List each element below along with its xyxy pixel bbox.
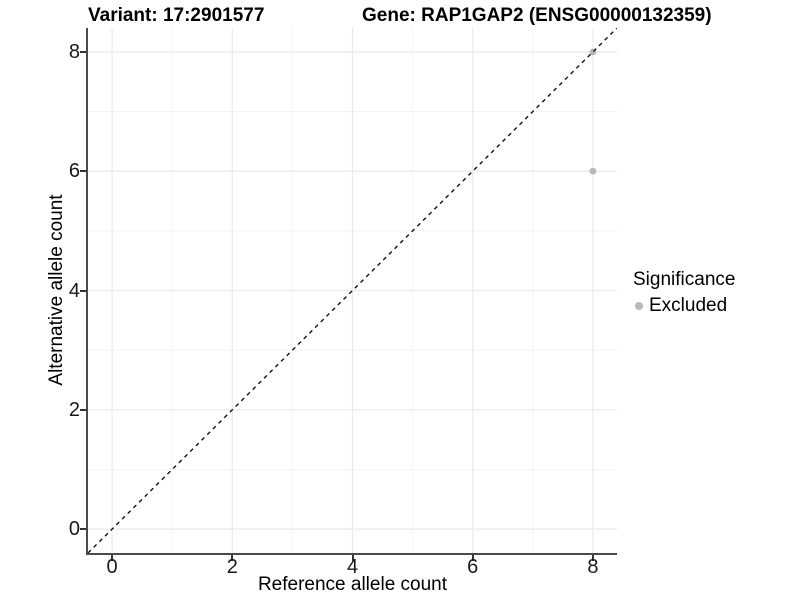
legend-entry-label: Excluded bbox=[649, 295, 728, 316]
y-tick-mark bbox=[80, 289, 86, 292]
legend-entry: Excluded bbox=[633, 295, 735, 317]
x-tick-mark bbox=[591, 555, 594, 561]
legend-key-dot-icon bbox=[635, 302, 643, 310]
x-tick-label: 6 bbox=[467, 556, 479, 578]
x-tick-mark bbox=[231, 555, 234, 561]
y-tick-mark bbox=[80, 170, 86, 173]
y-tick-label: 0 bbox=[68, 518, 80, 541]
legend-title: Significance bbox=[633, 269, 736, 290]
x-tick-label: 2 bbox=[226, 556, 238, 578]
x-tick-label: 4 bbox=[346, 556, 359, 578]
y-tick-label: 6 bbox=[68, 160, 80, 183]
y-axis-title: Alternative allele count bbox=[46, 194, 67, 386]
legend-entries: Excluded bbox=[633, 295, 735, 317]
gene-title: Gene: RAP1GAP2 (ENSG00000132359) bbox=[362, 5, 712, 26]
y-tick-label: 8 bbox=[68, 40, 80, 63]
x-tick-label: 0 bbox=[106, 556, 118, 578]
y-axis-line bbox=[86, 28, 88, 555]
x-axis-title: Reference allele count bbox=[257, 574, 448, 595]
x-axis-line bbox=[86, 553, 617, 555]
legend: Significance Excluded bbox=[633, 268, 735, 317]
x-tick-mark bbox=[471, 555, 474, 561]
data-point bbox=[589, 167, 597, 175]
y-tick-mark bbox=[80, 528, 86, 531]
y-tick-mark bbox=[80, 50, 86, 53]
plot-panel bbox=[88, 28, 617, 553]
y-tick-label: 2 bbox=[68, 398, 80, 421]
x-tick-mark bbox=[351, 555, 354, 561]
plot-canvas bbox=[88, 28, 617, 553]
x-tick-label: 8 bbox=[587, 556, 599, 578]
variant-title: Variant: 17:2901577 bbox=[88, 5, 265, 26]
y-tick-label: 4 bbox=[68, 279, 80, 302]
y-tick-mark bbox=[80, 408, 86, 411]
x-tick-mark bbox=[111, 555, 114, 561]
